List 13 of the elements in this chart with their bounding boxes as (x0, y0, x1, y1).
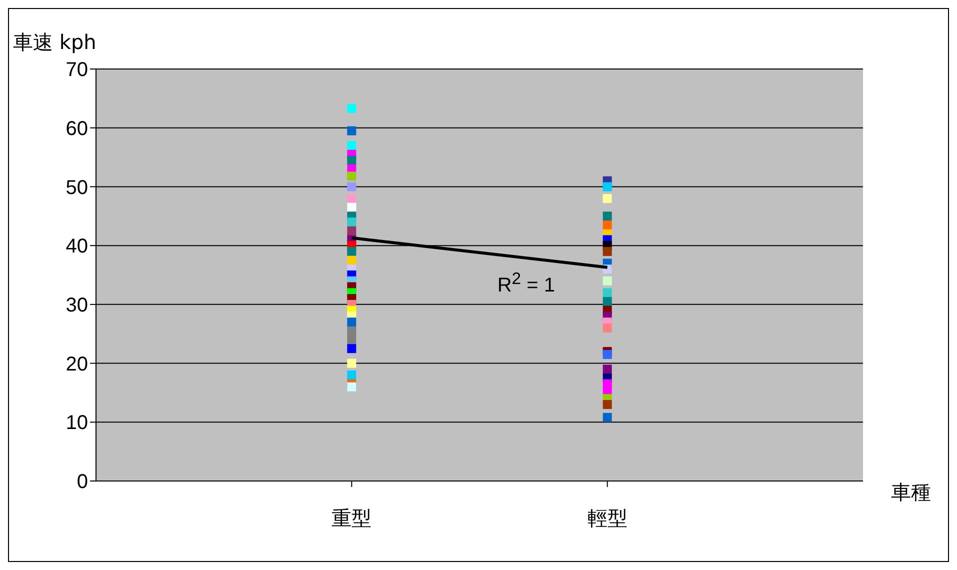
y-tick-label: 0 (76, 471, 88, 494)
x-tick-label: 輕型 (587, 506, 628, 530)
y-tick-label: 50 (66, 176, 88, 199)
y-axis-title: 車速 kph (13, 29, 96, 56)
y-tick-label: 40 (66, 236, 88, 258)
y-tick-label: 60 (66, 118, 88, 140)
annotation: R$^{2}$ = 1 (497, 269, 555, 298)
y-tick-label: 20 (66, 353, 88, 376)
y-tick-label: 10 (66, 412, 88, 434)
y-tick-label: 70 (66, 59, 88, 82)
x-axis-title: 車種 (891, 479, 931, 506)
x-tick-label: 重型 (332, 506, 372, 530)
y-tick-label: 30 (66, 294, 88, 317)
